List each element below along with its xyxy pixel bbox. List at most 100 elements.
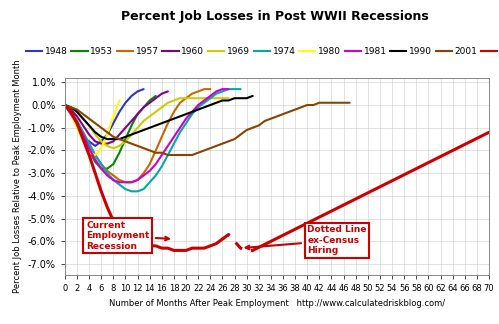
1957 bbox=[129, 180, 135, 184]
1974 bbox=[122, 187, 128, 191]
2001 bbox=[104, 130, 110, 134]
2001 bbox=[268, 117, 274, 121]
2001 bbox=[68, 105, 74, 109]
Legend: 1948, 1953, 1957, 1960, 1969, 1974, 1980, 1981, 1990, 2001, 2007: 1948, 1953, 1957, 1960, 1969, 1974, 1980… bbox=[22, 43, 499, 60]
2001 bbox=[341, 101, 347, 105]
1981 bbox=[80, 133, 86, 136]
Line: 1957: 1957 bbox=[65, 89, 210, 182]
2007 bbox=[207, 244, 213, 248]
1981 bbox=[214, 89, 220, 93]
1953 bbox=[62, 103, 68, 107]
1974 bbox=[165, 153, 171, 157]
1981 bbox=[207, 94, 213, 98]
1969 bbox=[165, 101, 171, 105]
1953 bbox=[153, 94, 159, 98]
2001 bbox=[280, 112, 286, 116]
1969 bbox=[62, 103, 68, 107]
1960 bbox=[159, 92, 165, 96]
1953 bbox=[110, 162, 116, 166]
1969 bbox=[147, 114, 153, 118]
1974 bbox=[104, 171, 110, 175]
Line: 1969: 1969 bbox=[65, 98, 229, 148]
1990 bbox=[232, 96, 238, 100]
1969 bbox=[201, 96, 207, 100]
1990 bbox=[159, 121, 165, 125]
2001 bbox=[256, 123, 262, 127]
1990 bbox=[201, 105, 207, 109]
Line: 1980: 1980 bbox=[65, 100, 119, 155]
1948 bbox=[135, 89, 141, 93]
2001 bbox=[310, 103, 316, 107]
1957 bbox=[80, 130, 86, 134]
1974 bbox=[201, 101, 207, 105]
2001 bbox=[159, 151, 165, 155]
1981 bbox=[62, 103, 68, 107]
1980 bbox=[110, 114, 116, 118]
1957 bbox=[92, 153, 98, 157]
1960 bbox=[116, 133, 122, 136]
1990 bbox=[189, 110, 195, 114]
2001 bbox=[226, 139, 232, 143]
2007 bbox=[135, 239, 141, 243]
1969 bbox=[207, 96, 213, 100]
2001 bbox=[177, 153, 183, 157]
1981 bbox=[135, 178, 141, 182]
1974 bbox=[147, 180, 153, 184]
1990 bbox=[171, 117, 177, 121]
1981 bbox=[110, 178, 116, 182]
1957 bbox=[153, 148, 159, 152]
1960 bbox=[104, 142, 110, 145]
2007 bbox=[62, 103, 68, 107]
1981 bbox=[226, 87, 232, 91]
1969 bbox=[68, 105, 74, 109]
2001 bbox=[189, 153, 195, 157]
1960 bbox=[92, 139, 98, 143]
1953 bbox=[122, 137, 128, 141]
2001 bbox=[80, 112, 86, 116]
1953 bbox=[98, 167, 104, 170]
1981 bbox=[98, 167, 104, 170]
1960 bbox=[153, 96, 159, 100]
1957 bbox=[159, 135, 165, 139]
1953 bbox=[86, 148, 92, 152]
1969 bbox=[135, 126, 141, 130]
1981 bbox=[153, 162, 159, 166]
2007 bbox=[153, 244, 159, 248]
Line: 2001: 2001 bbox=[65, 103, 350, 155]
1974 bbox=[189, 112, 195, 116]
2007 bbox=[159, 246, 165, 250]
1960 bbox=[122, 126, 128, 130]
2001 bbox=[304, 103, 310, 107]
1957 bbox=[110, 173, 116, 177]
1969 bbox=[141, 119, 147, 123]
1960 bbox=[165, 89, 171, 93]
1981 bbox=[116, 180, 122, 184]
1948 bbox=[129, 94, 135, 98]
1990 bbox=[122, 135, 128, 139]
2001 bbox=[98, 126, 104, 130]
1974 bbox=[226, 87, 232, 91]
1974 bbox=[80, 130, 86, 134]
1948 bbox=[122, 101, 128, 105]
1974 bbox=[214, 92, 220, 96]
1974 bbox=[86, 142, 92, 145]
2001 bbox=[250, 126, 255, 130]
1981 bbox=[195, 103, 201, 107]
1981 bbox=[129, 180, 135, 184]
2007 bbox=[171, 249, 177, 252]
2001 bbox=[122, 139, 128, 143]
1953 bbox=[74, 121, 80, 125]
1974 bbox=[153, 173, 159, 177]
2001 bbox=[232, 137, 238, 141]
2001 bbox=[141, 146, 147, 150]
2007 bbox=[104, 205, 110, 209]
1969 bbox=[226, 96, 232, 100]
1957 bbox=[86, 142, 92, 145]
1969 bbox=[92, 133, 98, 136]
1960 bbox=[129, 119, 135, 123]
2007 bbox=[220, 237, 226, 241]
1974 bbox=[135, 190, 141, 193]
2007 bbox=[68, 110, 74, 114]
1969 bbox=[153, 110, 159, 114]
2001 bbox=[153, 151, 159, 155]
